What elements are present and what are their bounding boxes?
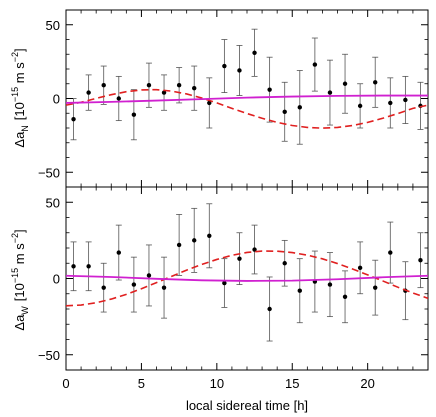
top-data-point (297, 105, 302, 110)
bottom-dashed-model-curve (66, 250, 428, 307)
top-data-point (282, 109, 287, 114)
top-data-point (71, 116, 76, 122)
bottom-data-point (86, 264, 91, 269)
top-data-point (116, 96, 121, 101)
bottom-data-point (357, 265, 363, 271)
bottom-data-point (237, 256, 242, 261)
bottom-data-point (282, 261, 287, 266)
x-axis-label: local sidereal time [h] (186, 398, 308, 413)
bottom-data-point (207, 233, 212, 238)
top-data-point (312, 62, 318, 67)
bottom-data-point (101, 285, 106, 290)
top-dashed-model-curve (66, 88, 428, 129)
bottom-ytick-label: −50 (38, 348, 60, 363)
top-data-point (86, 90, 91, 95)
bottom-data-point (388, 250, 393, 255)
bottom-data-point (131, 282, 137, 287)
bottom-y-label-exp: −15 (10, 268, 20, 283)
top-solid-model-curve (66, 94, 428, 104)
bottom-data-point (418, 258, 423, 263)
top-data-point (388, 100, 393, 106)
top-data-point (192, 85, 197, 91)
top-y-label-exp: −15 (10, 87, 20, 102)
bottom-data-point (176, 242, 182, 248)
xtick-label: 15 (285, 376, 299, 391)
top-data-point (101, 83, 106, 88)
xtick-label: 20 (360, 376, 374, 391)
bottom-y-axis-label: ΔaW[10−15 m s−2] (10, 229, 30, 330)
top-data-point (176, 83, 182, 88)
xtick-label: 0 (62, 376, 69, 391)
bottom-ytick-label: 0 (53, 272, 60, 287)
bottom-data-point (297, 288, 302, 293)
top-data-point (373, 80, 378, 85)
bottom-data-point (373, 285, 378, 290)
bottom-data-point (222, 280, 227, 286)
top-data-point (222, 63, 227, 69)
top-data-point (131, 112, 137, 117)
xtick-label: 10 (210, 376, 224, 391)
top-panel-plot (66, 28, 428, 145)
bottom-data-point (71, 264, 76, 269)
bottom-solid-model-curve (66, 274, 428, 282)
bottom-panel-plot (66, 203, 428, 342)
top-data-point (207, 100, 212, 106)
top-data-point (146, 83, 152, 88)
top-y-label-subscript: N (20, 125, 30, 132)
top-ytick-label: 50 (46, 18, 60, 33)
bottom-y-label-subscript: W (20, 306, 30, 315)
bottom-ytick-label: 50 (46, 195, 60, 210)
bottom-data-point (267, 306, 272, 312)
top-data-point (161, 90, 167, 95)
top-data-point (342, 81, 348, 86)
xtick-label: 5 (138, 376, 145, 391)
top-ytick-label: 0 (53, 92, 60, 107)
top-data-point (357, 103, 363, 109)
bottom-data-point (161, 285, 167, 290)
bottom-data-point (146, 273, 152, 278)
top-data-point (252, 50, 257, 55)
bottom-data-point (116, 250, 121, 255)
top-ytick-label: −50 (38, 165, 60, 180)
top-data-point (267, 87, 272, 92)
top-data-point (237, 68, 242, 73)
bottom-data-point (327, 282, 333, 287)
top-data-point (403, 97, 408, 103)
bottom-data-point (342, 294, 348, 299)
bottom-data-point (252, 247, 257, 252)
top-y-axis-label: ΔaN[10−15 m s−2] (10, 48, 30, 147)
top-data-point (327, 90, 333, 95)
bottom-data-point (192, 238, 197, 243)
